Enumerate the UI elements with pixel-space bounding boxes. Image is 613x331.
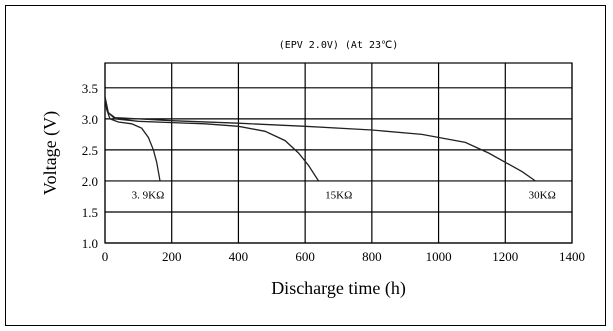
x-tick-labels: 0 200 400 600 800 1000 1200 1400 bbox=[102, 249, 585, 264]
y-tick-label: 2.5 bbox=[82, 143, 98, 158]
y-tick-label: 1.0 bbox=[82, 236, 98, 251]
curve-annotations: 3. 9KΩ 15KΩ 30KΩ bbox=[132, 189, 556, 201]
x-axis-label: Discharge time (h) bbox=[271, 278, 406, 299]
x-tick-label: 400 bbox=[229, 249, 249, 264]
series-lines bbox=[104, 96, 536, 182]
series-line-3 bbox=[104, 96, 536, 182]
grid bbox=[104, 62, 573, 244]
x-tick-label: 0 bbox=[102, 249, 109, 264]
y-tick-label: 3.0 bbox=[82, 112, 98, 127]
chart-title: (EPV 2.0V) (At 23℃) bbox=[279, 40, 399, 51]
x-tick-label: 1200 bbox=[492, 249, 518, 264]
x-tick-label: 1000 bbox=[426, 249, 452, 264]
curve-annotation: 30KΩ bbox=[529, 189, 556, 201]
y-tick-labels: 1.0 1.5 2.0 2.5 3.0 3.5 bbox=[82, 81, 98, 251]
x-tick-label: 600 bbox=[295, 249, 315, 264]
x-tick-label: 200 bbox=[162, 249, 182, 264]
series-line-1 bbox=[104, 97, 161, 182]
y-tick-label: 2.0 bbox=[82, 174, 98, 189]
y-tick-label: 1.5 bbox=[82, 205, 98, 220]
series-line-2 bbox=[104, 96, 320, 182]
x-tick-label: 800 bbox=[362, 249, 382, 264]
x-tick-label: 1400 bbox=[559, 249, 585, 264]
y-tick-label: 3.5 bbox=[82, 81, 98, 96]
chart-frame bbox=[5, 5, 606, 326]
plot-border bbox=[104, 62, 573, 244]
curve-annotation: 3. 9KΩ bbox=[132, 189, 165, 201]
curve-annotation: 15KΩ bbox=[325, 189, 352, 201]
y-axis-label: Voltage (V) bbox=[40, 111, 61, 195]
